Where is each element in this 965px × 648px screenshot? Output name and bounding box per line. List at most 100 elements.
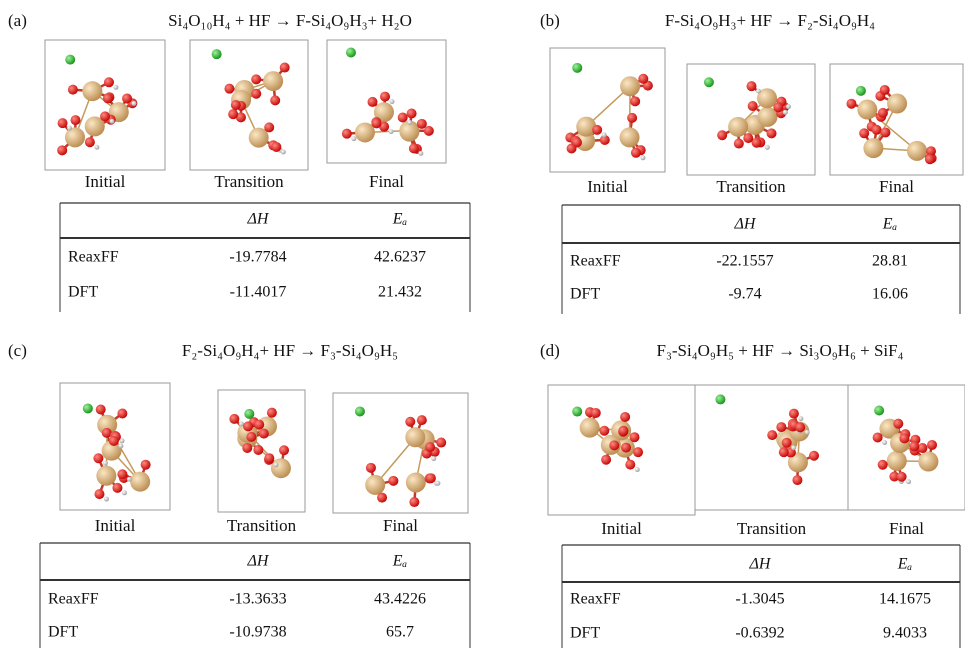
atom — [271, 142, 281, 152]
atom — [141, 460, 151, 470]
atom — [638, 74, 648, 84]
panel: (b)F-Si₄O₉H₃+ HF → F₂-Si₄O₉H₄InitialTran… — [540, 11, 963, 314]
cell-value: 65.7 — [386, 624, 414, 641]
atom — [743, 133, 753, 143]
snapshot-label: Final — [383, 516, 418, 535]
cell-value: -10.9738 — [229, 624, 286, 641]
atom — [100, 111, 110, 121]
atom — [776, 422, 786, 432]
atom — [899, 433, 909, 443]
atom — [228, 109, 238, 119]
cell-value: 14.1675 — [879, 591, 931, 608]
atom — [58, 118, 68, 128]
atom — [390, 99, 395, 104]
atom — [407, 109, 417, 119]
atom — [409, 143, 419, 153]
atom — [271, 458, 291, 478]
snapshot-label: Final — [369, 172, 404, 191]
atom — [856, 86, 866, 96]
atom — [388, 476, 398, 486]
cell-value: 16.06 — [872, 286, 908, 303]
atom — [792, 475, 802, 485]
column-header: ΔH — [749, 556, 772, 573]
atom — [927, 440, 937, 450]
snapshot-label: Transition — [716, 177, 786, 196]
atom — [96, 404, 106, 414]
atom — [93, 453, 103, 463]
atom — [906, 479, 911, 484]
atom — [113, 85, 118, 90]
atom — [118, 443, 123, 448]
atom — [431, 456, 436, 461]
atom — [746, 81, 756, 91]
atom — [365, 475, 385, 495]
atom — [132, 101, 137, 106]
atom — [117, 469, 127, 479]
atom — [874, 405, 884, 415]
atom — [715, 394, 725, 404]
atom — [572, 63, 582, 73]
panel: (d)F₃-Si₄O₉H₅ + HF → Si₃O₉H₆ + SiF₄Initi… — [540, 341, 965, 648]
atom — [602, 132, 607, 137]
atom — [572, 407, 582, 417]
atom — [229, 414, 239, 424]
atom — [280, 63, 290, 73]
atom — [68, 85, 78, 95]
row-label: ReaxFF — [48, 591, 99, 608]
atom — [633, 447, 643, 457]
atom — [635, 467, 640, 472]
row-label: DFT — [570, 625, 600, 642]
atom — [405, 417, 415, 427]
atom — [782, 438, 792, 448]
atom — [893, 419, 903, 429]
atom — [859, 128, 869, 138]
atom — [244, 409, 254, 419]
atom — [254, 420, 264, 430]
atom — [109, 436, 119, 446]
atom — [406, 472, 426, 492]
atom — [231, 100, 241, 110]
atom — [355, 406, 365, 416]
snapshot-frame — [550, 48, 665, 172]
atom — [783, 110, 788, 115]
atom — [887, 94, 907, 114]
atom — [882, 440, 887, 445]
atom — [756, 89, 761, 94]
column-header: ΔH — [247, 211, 270, 228]
atom — [273, 462, 278, 467]
atom — [368, 97, 378, 107]
snapshot-label: Initial — [601, 519, 642, 538]
atom — [918, 452, 938, 472]
atom — [704, 77, 714, 87]
row-label: DFT — [68, 284, 98, 301]
atom — [863, 138, 883, 158]
row-label: DFT — [48, 624, 78, 641]
atom — [259, 429, 269, 439]
atom — [342, 129, 352, 139]
atom — [609, 440, 619, 450]
atom — [621, 443, 631, 453]
row-label: ReaxFF — [68, 249, 119, 266]
atom — [251, 74, 261, 84]
atom — [805, 430, 810, 435]
atom — [620, 127, 640, 147]
column-header: Eₐ — [897, 556, 913, 573]
snapshot-label: Transition — [214, 172, 284, 191]
atom — [372, 118, 382, 128]
atom — [409, 497, 419, 507]
atom — [130, 472, 150, 492]
panel-label: (d) — [540, 341, 560, 360]
atom — [767, 430, 777, 440]
cell-value: -9.74 — [728, 286, 761, 303]
atom — [103, 93, 113, 103]
cell-value: -22.1557 — [716, 253, 773, 270]
atom — [94, 489, 104, 499]
atom — [631, 148, 641, 158]
atom — [618, 426, 628, 436]
atom — [110, 119, 115, 124]
atom — [71, 115, 81, 125]
atom — [65, 127, 85, 147]
atom — [251, 89, 261, 99]
atom — [122, 93, 132, 103]
atom — [925, 154, 935, 164]
